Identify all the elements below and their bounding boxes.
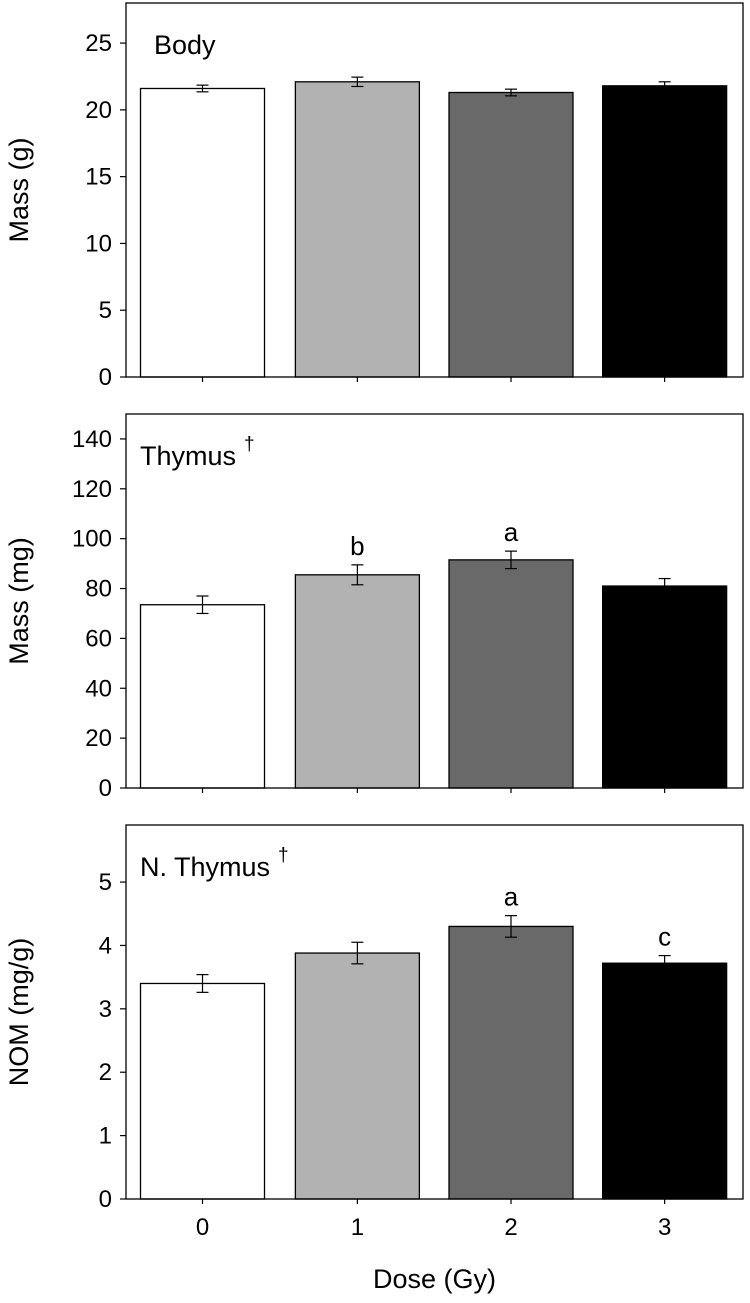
error-bar-dose-1 xyxy=(351,564,364,586)
bar-dose-1 xyxy=(294,952,421,1200)
y-tick-label: 60 xyxy=(85,625,112,652)
y-tick-label: 0 xyxy=(99,1186,112,1213)
bar-dose-0 xyxy=(139,604,266,789)
panel-frame xyxy=(125,413,744,789)
y-tick-label: 25 xyxy=(85,30,112,57)
y-tick-label: 4 xyxy=(99,932,112,959)
error-bar-dose-0 xyxy=(196,84,209,93)
bar-dose-1 xyxy=(294,81,421,378)
error-bar-dose-3 xyxy=(658,81,671,91)
significance-label: b xyxy=(350,531,364,561)
panel-title: N. Thymus xyxy=(140,852,270,882)
error-bar-dose-2 xyxy=(505,915,518,938)
x-tick-label: 1 xyxy=(351,1214,364,1241)
significance-label: c xyxy=(658,922,671,952)
y-tick-label: 5 xyxy=(99,869,112,896)
y-tick-label: 15 xyxy=(85,164,112,191)
panel-title: Thymus xyxy=(140,441,236,471)
x-tick-label: 3 xyxy=(658,1214,671,1241)
y-tick-label: 0 xyxy=(99,364,112,391)
bar-dose-3 xyxy=(601,85,728,378)
y-tick-label: 20 xyxy=(85,97,112,124)
y-tick-label: 80 xyxy=(85,576,112,603)
error-bar-dose-2 xyxy=(505,88,518,97)
bar-dose-3 xyxy=(601,962,728,1200)
bar-dose-0 xyxy=(139,87,266,378)
bar-dose-2 xyxy=(448,91,574,378)
bar-dose-1 xyxy=(294,574,421,789)
x-tick-label: 0 xyxy=(196,1214,209,1241)
error-bar-dose-1 xyxy=(351,76,364,88)
error-bar-dose-0 xyxy=(196,595,209,615)
y-axis-label: NOM (mg/g) xyxy=(4,938,34,1087)
x-tick-label: 2 xyxy=(504,1214,517,1241)
y-tick-label: 20 xyxy=(85,725,112,752)
panel-frame xyxy=(125,824,744,1200)
error-bar-dose-2 xyxy=(505,550,518,570)
error-bar-dose-0 xyxy=(196,973,209,993)
y-tick-label: 2 xyxy=(99,1059,112,1086)
bar-dose-2 xyxy=(448,559,574,789)
panel-1: 0 5 10 15 20 25 Mass (g) Body xyxy=(4,2,744,391)
error-bar-dose-3 xyxy=(658,577,671,595)
error-bar-dose-1 xyxy=(351,941,364,965)
significance-label: a xyxy=(504,882,519,912)
y-tick-label: 40 xyxy=(85,675,112,702)
panel-frame xyxy=(125,2,744,378)
y-tick-label: 10 xyxy=(85,230,112,257)
y-tick-label: 140 xyxy=(72,426,112,453)
x-axis-label: Dose (Gy) xyxy=(373,1264,496,1294)
error-bar-dose-3 xyxy=(658,954,671,972)
bar-dose-3 xyxy=(601,585,728,789)
panel-title: Body xyxy=(154,30,216,60)
y-tick-label: 0 xyxy=(99,775,112,802)
y-tick-label: 120 xyxy=(72,476,112,503)
panel-3: 0 1 a 2 c 3 0 1 2 3 4 5 NOM (mg/g) N. Thymus † Dose (Gy… xyxy=(4,824,744,1294)
significance-label: a xyxy=(504,517,519,547)
panel-title-mark: † xyxy=(244,434,255,455)
y-tick-label: 3 xyxy=(99,996,112,1023)
panel-title-mark: † xyxy=(278,845,289,866)
y-tick-label: 100 xyxy=(72,526,112,553)
bar-dose-0 xyxy=(139,982,266,1200)
bar-dose-2 xyxy=(448,925,574,1200)
y-tick-label: 5 xyxy=(99,297,112,324)
panel-2: b a 0 20 40 60 80 100 120 140 Mass (mg) Thymus † xyxy=(4,413,744,802)
y-axis-label: Mass (mg) xyxy=(4,537,34,665)
y-axis-label: Mass (g) xyxy=(4,137,34,242)
y-tick-label: 1 xyxy=(99,1123,112,1150)
